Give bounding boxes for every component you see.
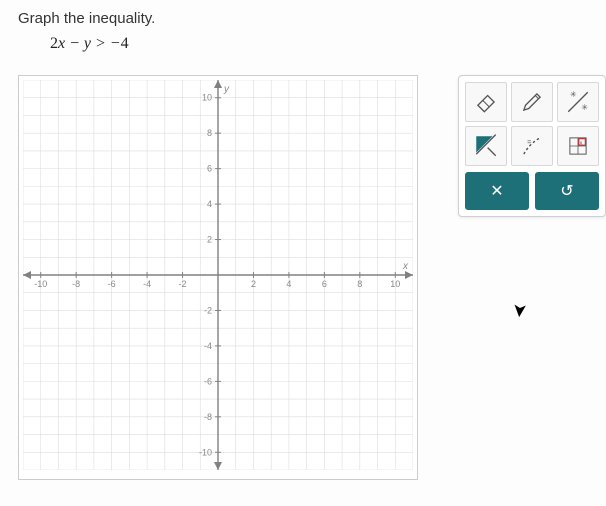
svg-text:-10: -10	[34, 279, 47, 289]
svg-text:✳: ✳	[570, 90, 577, 99]
svg-text:-4: -4	[143, 279, 151, 289]
point-line-tool[interactable]: ✳ ✳	[557, 82, 599, 122]
pencil-icon	[519, 89, 545, 115]
grid-zoom-tool[interactable]: x	[557, 126, 599, 166]
inequality-expression: 2x − y > −4	[50, 35, 606, 53]
dashed-line-icon: =	[519, 133, 545, 159]
svg-text:4: 4	[207, 199, 212, 209]
svg-text:2: 2	[207, 235, 212, 245]
svg-text:-4: -4	[204, 341, 212, 351]
svg-text:-6: -6	[204, 376, 212, 386]
svg-text:2: 2	[251, 279, 256, 289]
drawing-toolbox: ✳ ✳ =	[458, 75, 606, 217]
svg-text:6: 6	[322, 279, 327, 289]
svg-text:8: 8	[207, 128, 212, 138]
svg-text:x: x	[402, 261, 409, 272]
close-icon: ✕	[490, 181, 503, 201]
svg-text:4: 4	[286, 279, 291, 289]
clear-button[interactable]: ✕	[465, 172, 529, 210]
svg-text:✳: ✳	[581, 103, 588, 112]
svg-text:6: 6	[207, 164, 212, 174]
shade-region-tool[interactable]	[465, 126, 507, 166]
pencil-tool[interactable]	[511, 82, 553, 122]
svg-text:=: =	[527, 137, 531, 146]
dashed-line-tool[interactable]: =	[511, 126, 553, 166]
eraser-tool[interactable]	[465, 82, 507, 122]
point-line-icon: ✳ ✳	[565, 89, 591, 115]
svg-text:-2: -2	[179, 279, 187, 289]
shade-region-icon	[473, 133, 499, 159]
svg-text:y: y	[223, 84, 230, 95]
question-prompt: Graph the inequality.	[18, 10, 606, 27]
coordinate-grid[interactable]: -10-10-8-8-6-6-4-4-2-2224466881010xy	[23, 80, 413, 470]
svg-text:-10: -10	[199, 447, 212, 457]
graph-panel[interactable]: -10-10-8-8-6-6-4-4-2-2224466881010xy	[18, 75, 418, 480]
undo-button[interactable]: ↺	[535, 172, 599, 210]
undo-icon: ↺	[560, 181, 573, 201]
eraser-icon	[473, 89, 499, 115]
grid-zoom-icon: x	[565, 133, 591, 159]
svg-text:-2: -2	[204, 305, 212, 315]
svg-text:8: 8	[357, 279, 362, 289]
svg-text:10: 10	[202, 93, 212, 103]
svg-text:-6: -6	[108, 279, 116, 289]
svg-text:x: x	[580, 140, 583, 146]
svg-text:-8: -8	[204, 412, 212, 422]
svg-text:-8: -8	[72, 279, 80, 289]
svg-text:10: 10	[390, 279, 400, 289]
